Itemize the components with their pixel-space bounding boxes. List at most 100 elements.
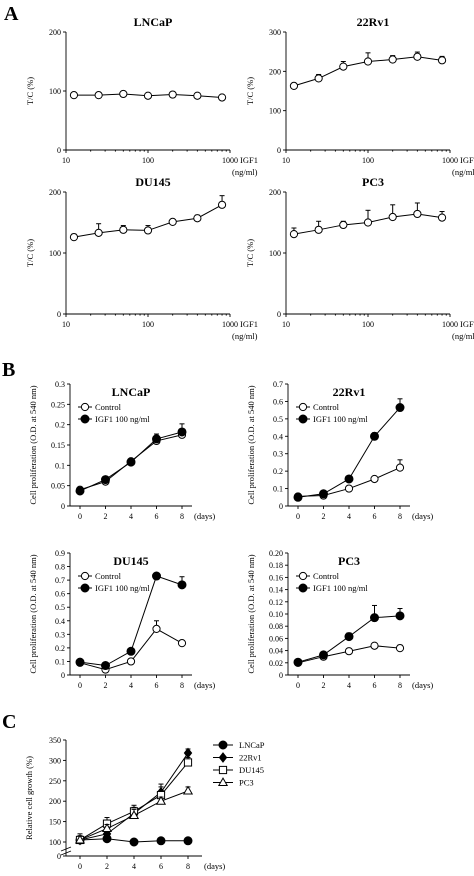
y-axis-label: T/C (%) [245, 77, 255, 105]
data-point [143, 226, 153, 235]
legend-label: DU145 [239, 765, 264, 775]
y-tick-label: 0 [279, 671, 283, 680]
y-tick-label: 150 [49, 818, 61, 827]
data-point [156, 836, 166, 846]
chart-title: LNCaP [134, 15, 173, 29]
x-tick-label: 8 [180, 681, 184, 690]
data-point [363, 218, 373, 227]
y-tick-label: 0.08 [269, 622, 283, 631]
series-igf1-100-ng-ml [75, 423, 187, 496]
y-tick-label: 0.6 [55, 590, 65, 599]
legend-marker-control [80, 571, 90, 581]
legend-label-control: Control [95, 571, 122, 581]
data-point [94, 228, 103, 237]
series-data [289, 51, 447, 90]
data-point [101, 823, 113, 833]
y-tick-label: 0.4 [273, 432, 283, 441]
y-tick-label: 0.04 [269, 647, 283, 656]
x-axis-unit: (days) [412, 680, 433, 690]
series-data [289, 202, 447, 239]
y-tick-label: 0.8 [55, 563, 65, 572]
legend-label: PC3 [239, 778, 254, 788]
chart-title: PC3 [362, 175, 384, 189]
data-point [319, 489, 328, 499]
series-data [69, 195, 227, 242]
chart-title: 22Rv1 [357, 15, 390, 29]
data-point [289, 229, 299, 239]
data-point [74, 834, 86, 844]
y-tick-label: 0 [61, 502, 65, 511]
y-tick-label: 0.3 [55, 380, 65, 389]
y-tick-label: 0 [279, 502, 283, 511]
data-point [126, 646, 136, 656]
legend-label-control: Control [313, 402, 340, 412]
data-point [344, 474, 354, 484]
data-point [293, 492, 303, 502]
data-point [152, 434, 161, 444]
y-tick-label: 0.05 [51, 482, 65, 491]
series-line [79, 762, 189, 841]
y-tick-label: 0.06 [269, 634, 283, 643]
y-tick-label: 0 [277, 310, 281, 319]
data-point [339, 62, 348, 71]
x-tick-label: 4 [129, 681, 133, 690]
data-point [217, 93, 227, 102]
y-tick-label: 0 [61, 671, 65, 680]
x-tick-label: 2 [105, 862, 109, 871]
y-tick-label: 0.5 [273, 415, 283, 424]
chart-du145: 0 0.1 0.2 0.3 0.4 0.5 0.6 0.7 0.8 0.9 0 2 4 6 8 DU145 Ce… [28, 549, 215, 690]
y-tick-label: 200 [49, 28, 61, 37]
x-tick-label: 10 [282, 156, 290, 165]
legend-marker [217, 777, 229, 786]
legend-marker-igf1 [80, 583, 90, 593]
x-tick-label: 0 [296, 681, 300, 690]
x-axis-unit: (ng/ml) [452, 331, 474, 341]
legend-marker-igf1 [80, 414, 90, 424]
y-axis-label: T/C (%) [25, 77, 35, 105]
chart-pc3: 0 100 200 10 100 1000 PC3 T/C (%) IGF1 (ng/ml) [245, 175, 474, 341]
data-point [293, 657, 303, 667]
y-tick-label: 0.10 [269, 610, 283, 619]
x-axis-label: IGF1 [240, 155, 258, 165]
data-point [177, 639, 187, 648]
data-point [344, 484, 354, 493]
y-tick-label: 0.2 [55, 644, 65, 653]
series-line [79, 752, 189, 841]
data-point [102, 828, 112, 840]
data-point [126, 457, 136, 467]
x-axis-unit: (days) [412, 511, 433, 521]
x-tick-label: 4 [347, 681, 351, 690]
series-data [69, 89, 227, 102]
y-tick-label: 0.5 [55, 603, 65, 612]
y-axis-label: T/C (%) [25, 239, 35, 267]
data-point [413, 52, 422, 61]
y-tick-label: 0 [57, 852, 61, 861]
y-tick-label: 0.02 [269, 659, 283, 668]
x-tick-label: 10 [62, 156, 70, 165]
data-point [395, 463, 405, 472]
y-tick-label: 200 [49, 188, 61, 197]
data-point [94, 91, 103, 100]
x-tick-label: 6 [155, 681, 159, 690]
data-point [177, 427, 187, 437]
chart-title: DU145 [135, 175, 170, 189]
x-tick-label: 0 [78, 681, 82, 690]
x-tick-label: 2 [104, 512, 108, 521]
legend-label-igf1: IGF1 100 ng/ml [313, 583, 368, 593]
data-point [363, 57, 373, 66]
chart-lncap: 0 0.05 0.1 0.15 0.2 0.25 0.3 0 2 4 6 8 LNCaP Cell pro… [28, 380, 215, 521]
y-tick-label: 300 [49, 756, 61, 765]
chart-du145: 0 100 200 10 100 1000 DU145 T/C (%) IGF1 (ng/ml) [25, 175, 258, 341]
data-point [129, 837, 139, 847]
data-point [119, 225, 128, 234]
x-axis-unit: (ng/ml) [232, 167, 258, 177]
x-tick-label: 6 [373, 512, 377, 521]
data-point [101, 475, 110, 485]
y-tick-label: 250 [49, 777, 61, 786]
data-point [119, 89, 128, 99]
y-axis-label: Cell proliferation (O.D. at 540 nm) [28, 385, 38, 504]
x-axis-unit: (days) [194, 511, 215, 521]
x-tick-label: 0 [78, 862, 82, 871]
chart-22rv1: 0 100 200 300 10 100 1000 22Rv1 T/C (%) IGF1 (ng/m… [245, 15, 474, 177]
x-axis-unit: (days) [204, 861, 225, 871]
